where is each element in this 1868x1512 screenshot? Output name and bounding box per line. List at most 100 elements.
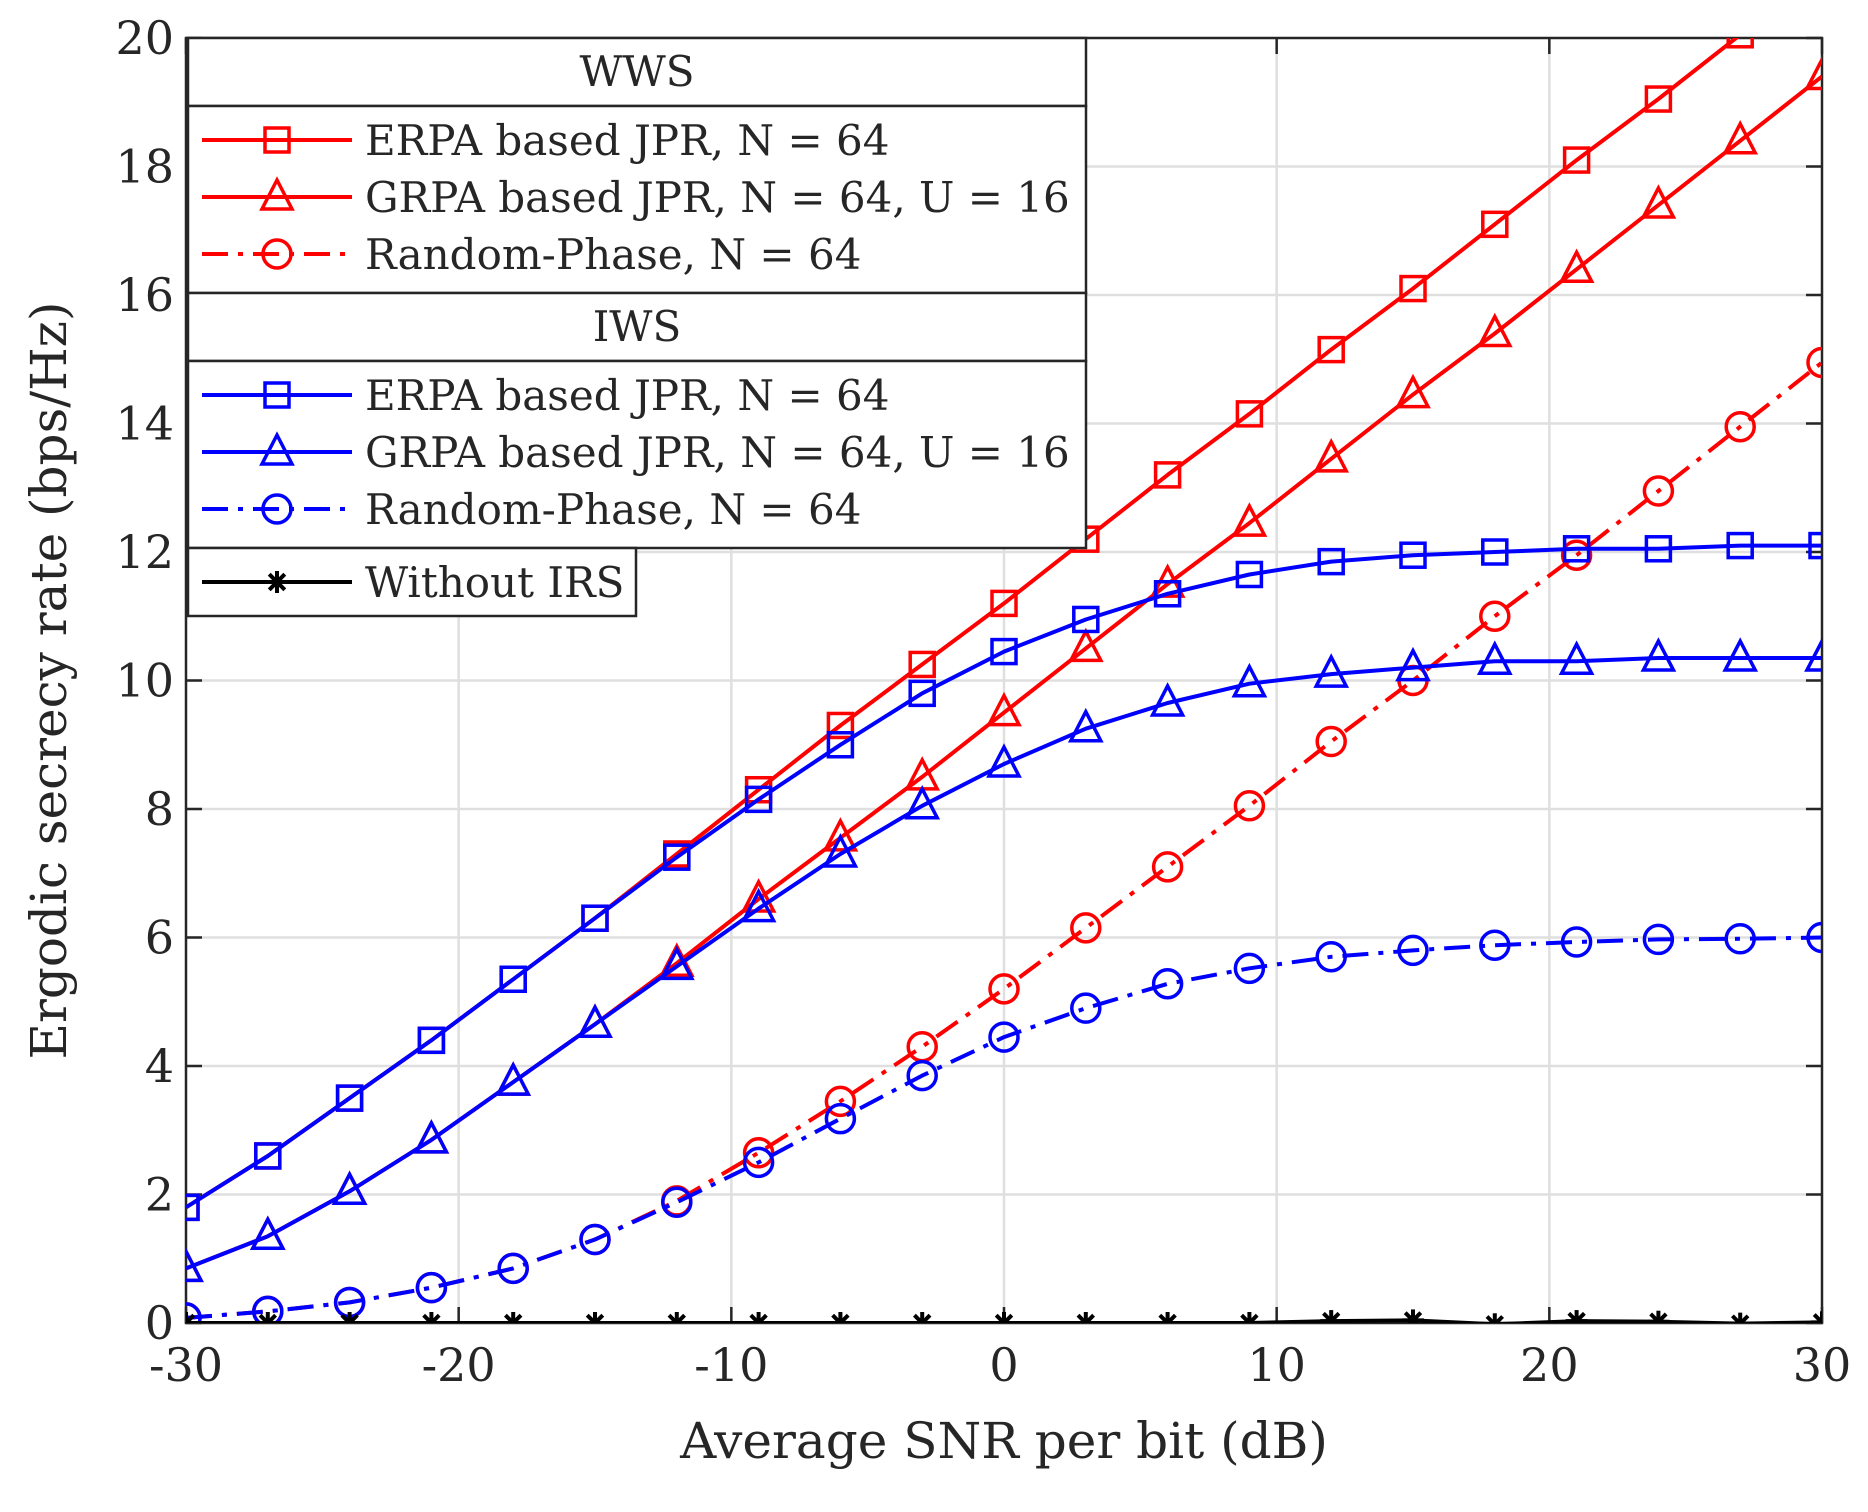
asterisk-stroke	[831, 1313, 844, 1323]
y-tick-label: 18	[115, 140, 174, 194]
data-point	[1317, 547, 1345, 576]
series-line	[186, 543, 1822, 1209]
data-point	[1156, 1312, 1179, 1323]
data-point	[1722, 637, 1759, 672]
data-point	[415, 1271, 448, 1304]
y-tick-label: 0	[145, 1296, 174, 1350]
x-tick-label: -30	[149, 1338, 223, 1392]
data-point	[1399, 541, 1427, 569]
data-point	[744, 785, 773, 814]
asterisk-stroke	[1076, 1313, 1089, 1323]
asterisk-stroke	[755, 1313, 768, 1323]
legend-heading: WWS	[579, 47, 694, 96]
legend-label: Random-Phase, N = 64	[365, 230, 861, 279]
asterisk-stroke	[673, 1313, 686, 1323]
asterisk-stroke	[1240, 1313, 1253, 1323]
asterisk-stroke	[667, 1313, 680, 1323]
data-point	[495, 1061, 532, 1096]
data-point	[1074, 1312, 1097, 1323]
data-point	[186, 1193, 200, 1222]
asterisk-stroke	[186, 1313, 196, 1323]
data-point	[1804, 637, 1822, 672]
data-point	[577, 1003, 613, 1038]
data-point	[824, 1085, 857, 1118]
data-point	[988, 1021, 1020, 1053]
data-point	[1072, 605, 1100, 634]
data-point	[742, 1146, 775, 1179]
legend-label: GRPA based JPR, N = 64, U = 16	[365, 428, 1070, 477]
y-tick-label: 2	[145, 1168, 174, 1222]
legend-label: ERPA based JPR, N = 64	[365, 116, 889, 165]
data-point	[1402, 1309, 1424, 1323]
data-point	[252, 1295, 284, 1323]
data-point	[1395, 373, 1431, 409]
data-point	[1395, 646, 1431, 682]
data-point	[1722, 119, 1759, 155]
asterisk-stroke	[1654, 1312, 1668, 1323]
asterisk-stroke	[837, 1313, 850, 1323]
data-point	[1153, 580, 1182, 608]
legend-group-box	[186, 359, 1088, 550]
asterisk-stroke	[510, 1313, 523, 1323]
data-point	[186, 1302, 202, 1323]
legend: WWS ERPA based JPR, N = 64 GRPA based JPR,…	[186, 36, 1088, 618]
data-point	[990, 589, 1018, 618]
data-point	[661, 1186, 693, 1218]
data-point	[1070, 992, 1102, 1024]
data-point	[1558, 248, 1595, 284]
asterisk-stroke	[1812, 1313, 1822, 1323]
data-point	[988, 973, 1020, 1005]
data-point	[1558, 640, 1595, 675]
data-point	[1151, 851, 1184, 883]
legend-group-box	[186, 104, 1088, 295]
asterisk-stroke	[1001, 1313, 1014, 1323]
data-point	[1647, 1310, 1670, 1323]
data-point	[1560, 539, 1593, 571]
y-tick-label: 10	[115, 654, 174, 708]
data-point	[908, 650, 936, 679]
legend-label: Without IRS	[365, 558, 624, 607]
data-point	[1726, 531, 1754, 560]
data-point	[665, 1312, 688, 1323]
data-point	[1149, 682, 1186, 717]
data-point	[1231, 502, 1268, 537]
data-point	[249, 1215, 286, 1251]
data-point	[826, 711, 855, 740]
data-point	[740, 887, 777, 923]
asterisk-stroke	[422, 1313, 435, 1323]
data-point	[186, 1312, 197, 1323]
legend-heading: IWS	[593, 302, 682, 351]
data-point	[1479, 929, 1511, 961]
x-tick-label: -10	[694, 1338, 768, 1392]
data-point	[579, 1223, 611, 1256]
x-tick-label: -20	[422, 1338, 496, 1392]
data-point	[1315, 725, 1347, 758]
data-point	[1315, 941, 1347, 973]
asterisk-stroke	[267, 572, 287, 592]
asterisk-stroke	[1738, 1314, 1750, 1323]
x-axis-label: Average SNR per bit (dB)	[679, 1412, 1328, 1470]
asterisk-stroke	[346, 1313, 359, 1323]
data-point	[581, 904, 609, 932]
data-point	[1235, 400, 1264, 428]
data-point	[1562, 146, 1591, 174]
data-point	[420, 1312, 443, 1323]
data-point	[658, 945, 695, 981]
y-tick-label: 4	[145, 1039, 174, 1093]
asterisk-stroke	[1246, 1313, 1259, 1323]
series-line	[186, 935, 1822, 1320]
data-point	[1238, 1312, 1261, 1323]
y-tick-label: 20	[115, 11, 174, 65]
data-point	[908, 679, 936, 708]
y-tick-label: 8	[145, 782, 174, 836]
data-point	[497, 1252, 529, 1285]
data-point	[829, 1312, 852, 1323]
x-tick-label: 0	[989, 1338, 1018, 1392]
data-point	[413, 1119, 450, 1154]
data-point	[906, 1059, 938, 1092]
asterisk-stroke	[428, 1313, 441, 1323]
asterisk-stroke	[258, 1313, 271, 1323]
data-point	[911, 1312, 934, 1323]
